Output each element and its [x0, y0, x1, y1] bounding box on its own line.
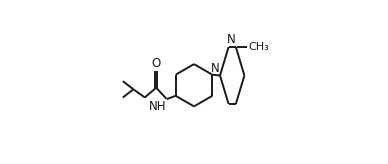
Text: O: O	[152, 57, 161, 70]
Text: NH: NH	[149, 100, 166, 113]
Text: N: N	[211, 62, 219, 75]
Text: CH₃: CH₃	[248, 42, 269, 52]
Text: N: N	[227, 33, 235, 46]
